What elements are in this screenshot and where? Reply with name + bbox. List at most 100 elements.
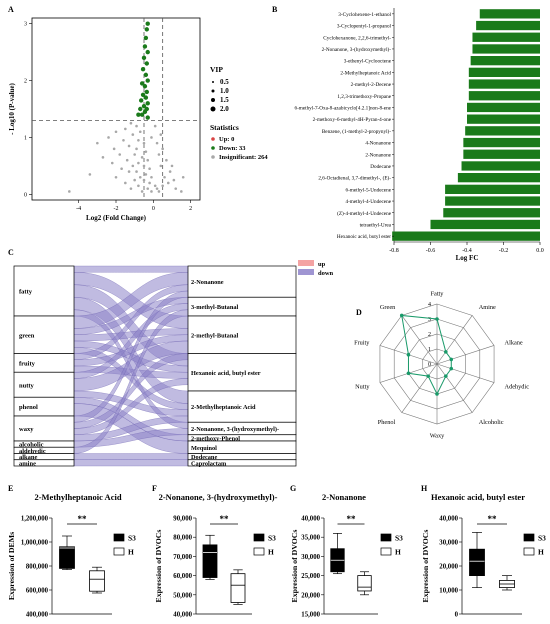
down-point bbox=[145, 21, 150, 26]
statistics-legend-label: Insignificant: 264 bbox=[219, 154, 268, 161]
bar bbox=[392, 231, 540, 241]
insignificant-point bbox=[150, 175, 153, 179]
vip-legend-label: 1.0 bbox=[220, 87, 229, 95]
insignificant-point bbox=[159, 164, 163, 168]
radar-point bbox=[399, 313, 404, 318]
insignificant-point bbox=[157, 153, 161, 156]
insignificant-point bbox=[68, 190, 71, 193]
sankey-right-node bbox=[187, 390, 297, 423]
radar-tick-label: 4 bbox=[428, 302, 431, 308]
panel-letter-a: A bbox=[8, 5, 14, 14]
boxplot-title: 2-Nonanone, 3-(hydroxymethyl)- bbox=[159, 492, 278, 502]
insignificant-point bbox=[146, 158, 150, 162]
bar bbox=[461, 161, 540, 171]
insignificant-point bbox=[135, 147, 138, 151]
panel-letter-h: H bbox=[421, 484, 428, 493]
radar-tick-label: 2 bbox=[428, 332, 431, 338]
bar bbox=[430, 219, 540, 230]
sankey-right-label: 2-Nonanone bbox=[191, 279, 224, 286]
down-point bbox=[143, 72, 149, 78]
radar-axis-label: Alcoholic bbox=[479, 419, 504, 426]
vip-legend-label: 2.0 bbox=[220, 105, 229, 113]
down-point bbox=[142, 84, 148, 89]
radar-point bbox=[435, 317, 439, 321]
bar-category-label: 4-methyl-4-Undecene bbox=[345, 199, 391, 205]
insignificant-point bbox=[142, 164, 146, 168]
x-tick-label: -0.6 bbox=[426, 248, 436, 254]
sankey-right-node bbox=[187, 459, 297, 467]
y-tick-label: 1 bbox=[24, 135, 27, 141]
down-point bbox=[140, 66, 146, 72]
y-axis-label: Expression of DVOCs bbox=[290, 530, 299, 603]
legend-label: H bbox=[128, 548, 134, 557]
insignificant-point bbox=[157, 190, 161, 193]
bar-category-label: 3-Cyclohexene-1-ethanol bbox=[338, 12, 391, 18]
statistics-legend-dot bbox=[211, 155, 215, 159]
sankey-left-label: fruity bbox=[19, 360, 36, 367]
insignificant-point bbox=[159, 133, 163, 136]
down-point bbox=[142, 109, 148, 115]
y-tick-label: 40,000 bbox=[173, 612, 192, 619]
vip-legend-dot bbox=[211, 89, 215, 93]
y-tick-label: 0 bbox=[455, 612, 459, 619]
radar-axis-label: Fatty bbox=[431, 291, 445, 298]
insignificant-point bbox=[142, 178, 146, 182]
insignificant-point bbox=[114, 175, 118, 179]
radar-spoke bbox=[436, 363, 495, 383]
insignificant-point bbox=[181, 175, 185, 179]
y-tick-label: 800,000 bbox=[26, 564, 49, 571]
legend-swatch bbox=[253, 547, 265, 556]
boxplot-2-methylheptanoic-acid: 2-Methylheptanoic Acid 400,000 600,000 800,… bbox=[7, 492, 136, 619]
sankey-left-label: nutty bbox=[19, 382, 35, 389]
insignificant-point bbox=[140, 190, 144, 193]
insignificant-point bbox=[148, 181, 151, 185]
vip-legend-dot bbox=[212, 81, 214, 83]
panel-letter-b: B bbox=[272, 5, 278, 14]
sankey-right-node bbox=[187, 265, 297, 298]
down-point bbox=[145, 49, 150, 55]
bar bbox=[476, 20, 540, 31]
significance-label: ** bbox=[220, 514, 230, 524]
down-point bbox=[143, 35, 149, 41]
bar-category-label: Benzene, (1-methyl-2-propynyl)- bbox=[322, 128, 391, 135]
bar bbox=[465, 126, 540, 136]
statistics-legend-title: Statistics bbox=[210, 123, 239, 132]
fold-change-bar-chart: 3-Cyclohexene-1-ethanol 3-Cyclopentyl-1-p… bbox=[294, 8, 544, 262]
y-tick-label: 20,000 bbox=[301, 592, 320, 599]
bar bbox=[468, 67, 540, 77]
radar-tick-label: 3 bbox=[428, 317, 431, 323]
insignificant-point bbox=[131, 133, 135, 136]
box bbox=[59, 546, 75, 569]
sankey-right-label: 2-methyl-Butanal bbox=[191, 332, 238, 339]
x-tick-label: -2 bbox=[114, 206, 119, 212]
bar-category-label: Dodecane bbox=[370, 164, 391, 170]
y-axis-label: Expression of DVOCs bbox=[421, 530, 430, 603]
insignificant-point bbox=[166, 181, 170, 185]
boxplot-2-nonanone: 2-Nonanone 15,000 20,000 25,000 30,000 35,000… bbox=[290, 492, 403, 619]
vip-legend-title: VIP bbox=[210, 65, 223, 74]
insignificant-point bbox=[138, 175, 142, 179]
insignificant-point bbox=[129, 121, 133, 125]
y-tick-label: 40,000 bbox=[301, 516, 320, 523]
down-point bbox=[141, 55, 147, 61]
insignificant-point bbox=[153, 184, 157, 188]
y-tick-label: 1,000,000 bbox=[21, 540, 49, 547]
bar-category-label: 6-methyl-5-Undecene bbox=[345, 187, 391, 193]
insignificant-point bbox=[170, 164, 174, 168]
y-tick-label: 2 bbox=[24, 79, 27, 85]
insignificant-point bbox=[96, 141, 99, 145]
down-point bbox=[140, 92, 146, 97]
box bbox=[469, 548, 485, 577]
insignificant-point bbox=[140, 156, 144, 159]
x-axis-label: Log FC bbox=[456, 254, 479, 262]
y-axis-label: Expression of DEMs bbox=[7, 532, 16, 600]
bar bbox=[445, 184, 540, 194]
sankey-diagram: fatty green fruity nutty phenol waxy alcoholic… bbox=[13, 260, 334, 467]
radar-tick-label: 1 bbox=[428, 347, 431, 353]
insignificant-point bbox=[137, 161, 140, 165]
y-tick-label: 30,000 bbox=[439, 540, 458, 547]
boxplot-title: 2-Methylheptanoic Acid bbox=[34, 492, 121, 502]
insignificant-point bbox=[122, 138, 125, 142]
insignificant-point bbox=[146, 187, 150, 190]
radar-spoke bbox=[436, 363, 473, 413]
